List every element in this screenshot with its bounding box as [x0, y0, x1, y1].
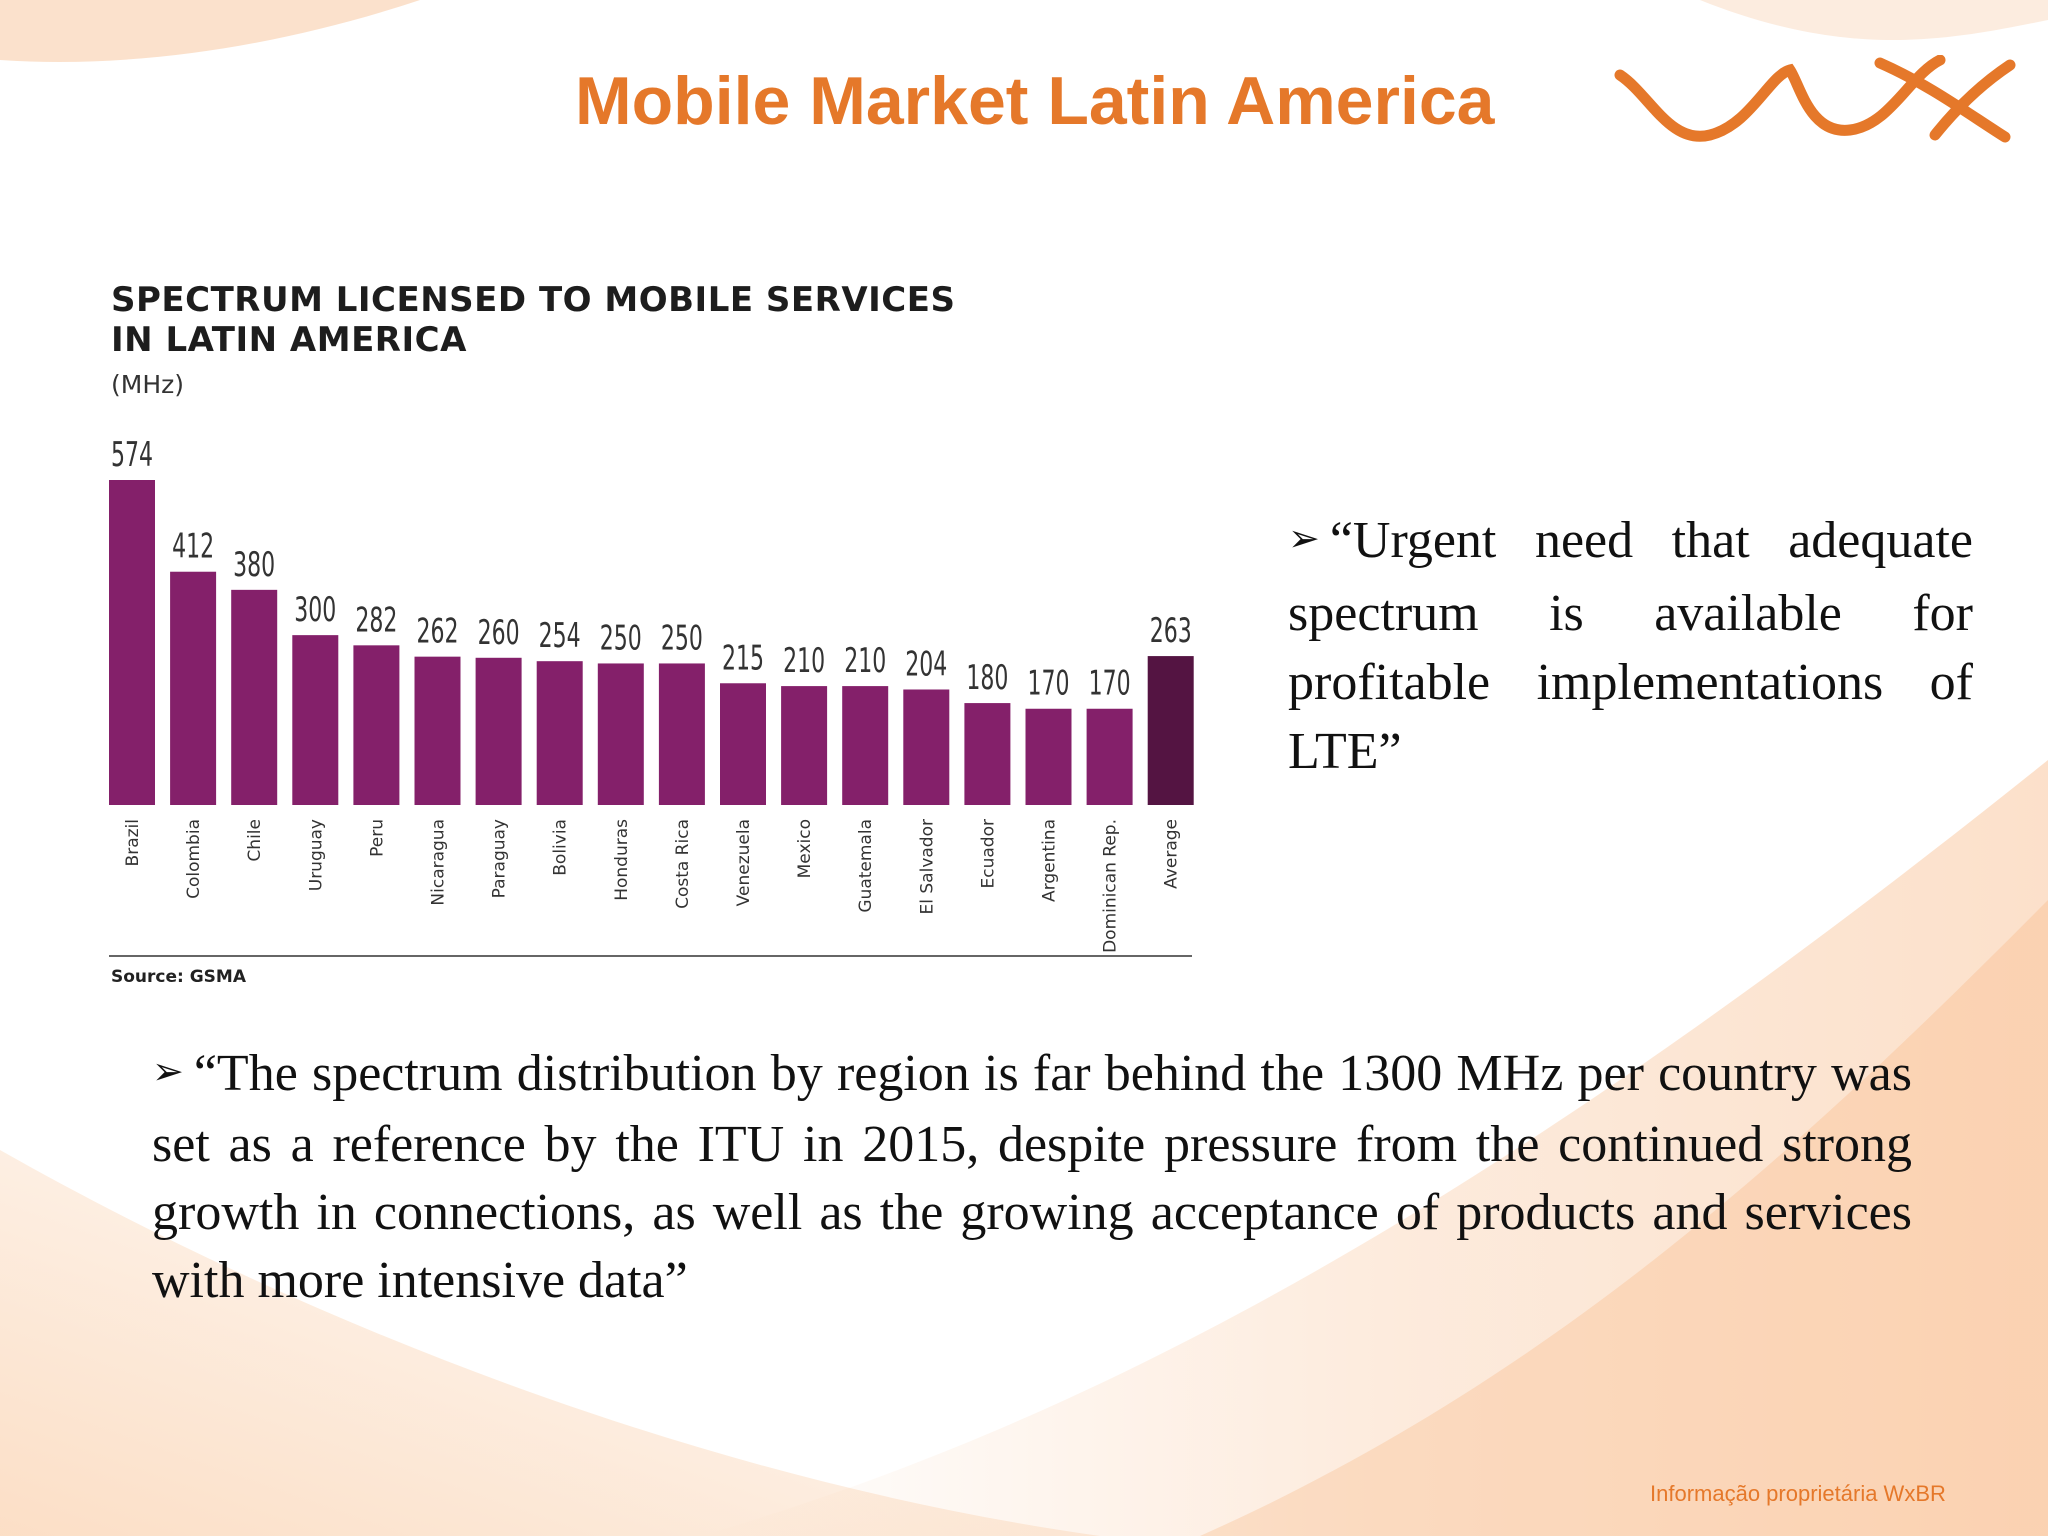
category-label: Uruguay	[306, 819, 326, 891]
category-label: Bolivia	[551, 819, 571, 876]
spectrum-chart: SPECTRUM LICENSED TO MOBILE SERVICES IN …	[100, 270, 1200, 1000]
bar-value-label: 210	[783, 641, 825, 680]
bullet-arrow-icon: ➢	[1288, 516, 1320, 560]
quote-lte-text: “Urgent need that adequate spectrum is a…	[1288, 512, 1973, 780]
category-label: Peru	[367, 819, 387, 857]
category-label: Costa Rica	[673, 819, 693, 909]
category-label: Argentina	[1040, 819, 1060, 902]
bar-value-label: 170	[1089, 664, 1131, 703]
bar-value-label: 250	[661, 618, 703, 657]
bar-0	[109, 480, 155, 805]
bar-4	[353, 645, 400, 805]
bar-value-label: 250	[600, 618, 642, 657]
category-label: Brazil	[123, 819, 143, 866]
chart-title-line2: IN LATIN AMERICA	[111, 320, 467, 360]
bar-value-label: 170	[1027, 664, 1069, 703]
bar-value-label: 210	[844, 641, 886, 680]
chart-source: Source: GSMA	[111, 967, 247, 987]
category-label: Dominican Rep.	[1101, 819, 1121, 953]
bar-2	[231, 589, 278, 805]
category-label: Ecuador	[978, 819, 998, 888]
slide-title: Mobile Market Latin America	[575, 63, 1495, 139]
category-label: Honduras	[612, 819, 632, 901]
quote-itu-text: “The spectrum distribution by region is …	[152, 1045, 1912, 1309]
bar-value-label: 204	[905, 645, 947, 684]
bar-17	[1147, 656, 1194, 805]
bar-7	[536, 661, 583, 805]
bar-value-label: 300	[294, 590, 336, 629]
bar-value-label: 380	[233, 545, 275, 584]
bar-16	[1086, 708, 1133, 805]
bar-value-label: 282	[355, 600, 397, 639]
category-label: Colombia	[184, 819, 204, 899]
bar-8	[597, 663, 644, 805]
bar-value-label: 574	[111, 435, 153, 474]
category-label: El Salvador	[917, 819, 937, 914]
bar-value-label: 215	[722, 638, 764, 677]
bar-10	[720, 683, 766, 805]
category-label: Guatemala	[856, 819, 876, 913]
quote-lte: ➢ “Urgent need that adequate spectrum is …	[1288, 506, 1973, 786]
category-label: Average	[1162, 819, 1182, 889]
bullet-arrow-icon: ➢	[152, 1049, 184, 1093]
bar-12	[842, 686, 889, 805]
quote-itu: ➢ “The spectrum distribution by region is…	[152, 1040, 1912, 1315]
footer-proprietary: Informação proprietária WxBR	[1650, 1481, 1946, 1506]
bar-value-label: 260	[478, 613, 520, 652]
bar-value-label: 180	[966, 658, 1008, 697]
chart-title: SPECTRUM LICENSED TO MOBILE SERVICES IN …	[111, 280, 955, 360]
bar-13	[903, 689, 950, 805]
bar-15	[1025, 708, 1072, 805]
bar-chart-svg: 574 Brazil 412 Colombia 380 Chile 300 Uruguay 28…	[109, 435, 1194, 957]
bar-11	[781, 686, 828, 805]
category-label: Paraguay	[490, 819, 510, 898]
bar-value-label: 412	[172, 527, 214, 566]
chart-unit-label: (MHz)	[111, 370, 184, 399]
category-label: Mexico	[795, 819, 815, 878]
bar-value-label: 254	[539, 616, 581, 655]
bar-9	[658, 663, 705, 805]
bar-value-label: 262	[416, 612, 458, 651]
bar-14	[964, 703, 1011, 805]
bar-1	[170, 571, 217, 805]
bar-5	[414, 656, 461, 805]
wxbr-logo	[1614, 55, 2016, 143]
category-label: Venezuela	[734, 819, 754, 906]
chart-title-line1: SPECTRUM LICENSED TO MOBILE SERVICES	[111, 280, 956, 320]
bar-value-label: 263	[1150, 611, 1192, 650]
bar-3	[292, 635, 339, 805]
bar-6	[475, 657, 522, 805]
category-label: Nicaragua	[429, 819, 449, 906]
category-label: Chile	[245, 819, 265, 862]
